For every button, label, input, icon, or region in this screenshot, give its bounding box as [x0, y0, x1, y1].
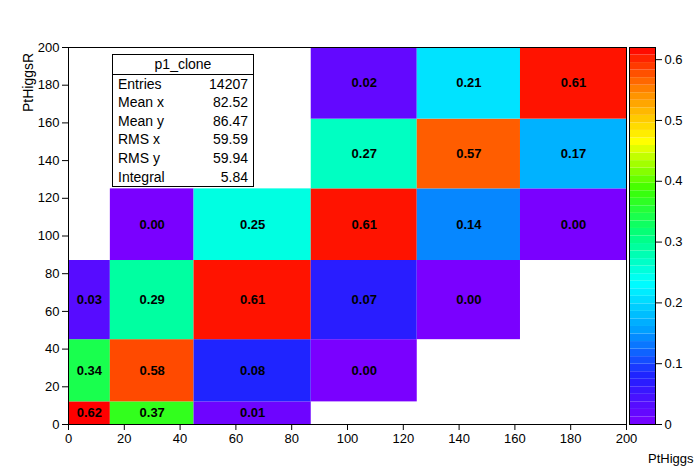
- html-text:5.84: 5.84: [220, 168, 248, 185]
- svg-text:PtHiggs: PtHiggs: [648, 451, 694, 466]
- svg-text:0.03: 0.03: [77, 292, 102, 307]
- html-text:Entries: Entries: [118, 75, 162, 92]
- svg-text:0.02: 0.02: [352, 75, 377, 90]
- svg-text:0.14: 0.14: [456, 217, 482, 232]
- html-text:Mean y: Mean y: [118, 112, 164, 129]
- svg-text:0.25: 0.25: [240, 217, 265, 232]
- html-text:RMS x: RMS x: [118, 131, 160, 148]
- svg-text:80: 80: [45, 266, 59, 281]
- svg-text:120: 120: [392, 431, 414, 446]
- svg-text:60: 60: [45, 304, 59, 319]
- html-text:82.52: 82.52: [213, 94, 248, 111]
- svg-text:40: 40: [173, 431, 187, 446]
- svg-text:40: 40: [45, 341, 59, 356]
- svg-text:0: 0: [665, 417, 672, 432]
- svg-text:0.5: 0.5: [665, 113, 683, 128]
- svg-text:0.27: 0.27: [352, 146, 377, 161]
- html-text:59.59: 59.59: [213, 131, 248, 148]
- svg-text:0.62: 0.62: [77, 405, 102, 420]
- svg-text:0.29: 0.29: [140, 292, 165, 307]
- svg-text:0.21: 0.21: [456, 75, 481, 90]
- svg-text:0.08: 0.08: [240, 363, 265, 378]
- svg-text:0.1: 0.1: [665, 356, 683, 371]
- svg-text:100: 100: [337, 431, 359, 446]
- svg-text:0.61: 0.61: [352, 217, 377, 232]
- html-text:p1_clone: p1_clone: [154, 56, 212, 72]
- html-text:Integral: Integral: [118, 168, 165, 185]
- svg-text:120: 120: [38, 190, 60, 205]
- svg-text:0: 0: [52, 417, 59, 432]
- svg-text:0.4: 0.4: [665, 173, 683, 188]
- svg-text:0.61: 0.61: [561, 75, 586, 90]
- svg-text:0.00: 0.00: [561, 217, 586, 232]
- svg-text:200: 200: [616, 431, 638, 446]
- html-text:14207: 14207: [209, 75, 248, 92]
- svg-text:100: 100: [38, 228, 60, 243]
- svg-text:160: 160: [504, 431, 526, 446]
- svg-text:140: 140: [38, 153, 60, 168]
- html-text:59.94: 59.94: [213, 150, 248, 166]
- svg-text:60: 60: [229, 431, 243, 446]
- svg-text:160: 160: [38, 115, 60, 130]
- svg-text:0.2: 0.2: [665, 295, 683, 310]
- svg-text:180: 180: [560, 431, 582, 446]
- svg-text:0.17: 0.17: [561, 146, 586, 161]
- svg-text:0.00: 0.00: [456, 292, 481, 307]
- html-text:RMS y: RMS y: [118, 150, 160, 166]
- svg-text:0.00: 0.00: [352, 363, 377, 378]
- svg-text:0.01: 0.01: [240, 405, 265, 420]
- svg-text:0.58: 0.58: [140, 363, 165, 378]
- svg-text:0.34: 0.34: [77, 363, 103, 378]
- svg-text:0.07: 0.07: [352, 292, 377, 307]
- svg-text:0.37: 0.37: [140, 405, 165, 420]
- svg-text:200: 200: [38, 40, 60, 55]
- svg-text:0.3: 0.3: [665, 234, 683, 249]
- svg-text:0.61: 0.61: [240, 292, 265, 307]
- svg-text:140: 140: [448, 431, 470, 446]
- html-text:86.47: 86.47: [213, 112, 248, 129]
- svg-text:180: 180: [38, 77, 60, 92]
- svg-text:0: 0: [65, 431, 72, 446]
- svg-text:20: 20: [117, 431, 131, 446]
- html-text:Mean x: Mean x: [118, 94, 164, 111]
- svg-text:0.00: 0.00: [140, 217, 165, 232]
- svg-text:80: 80: [284, 431, 298, 446]
- svg-text:0.6: 0.6: [665, 52, 683, 67]
- svg-text:0.57: 0.57: [456, 146, 481, 161]
- svg-text:20: 20: [45, 379, 59, 394]
- html-text:PtHiggsR: PtHiggsR: [20, 52, 36, 112]
